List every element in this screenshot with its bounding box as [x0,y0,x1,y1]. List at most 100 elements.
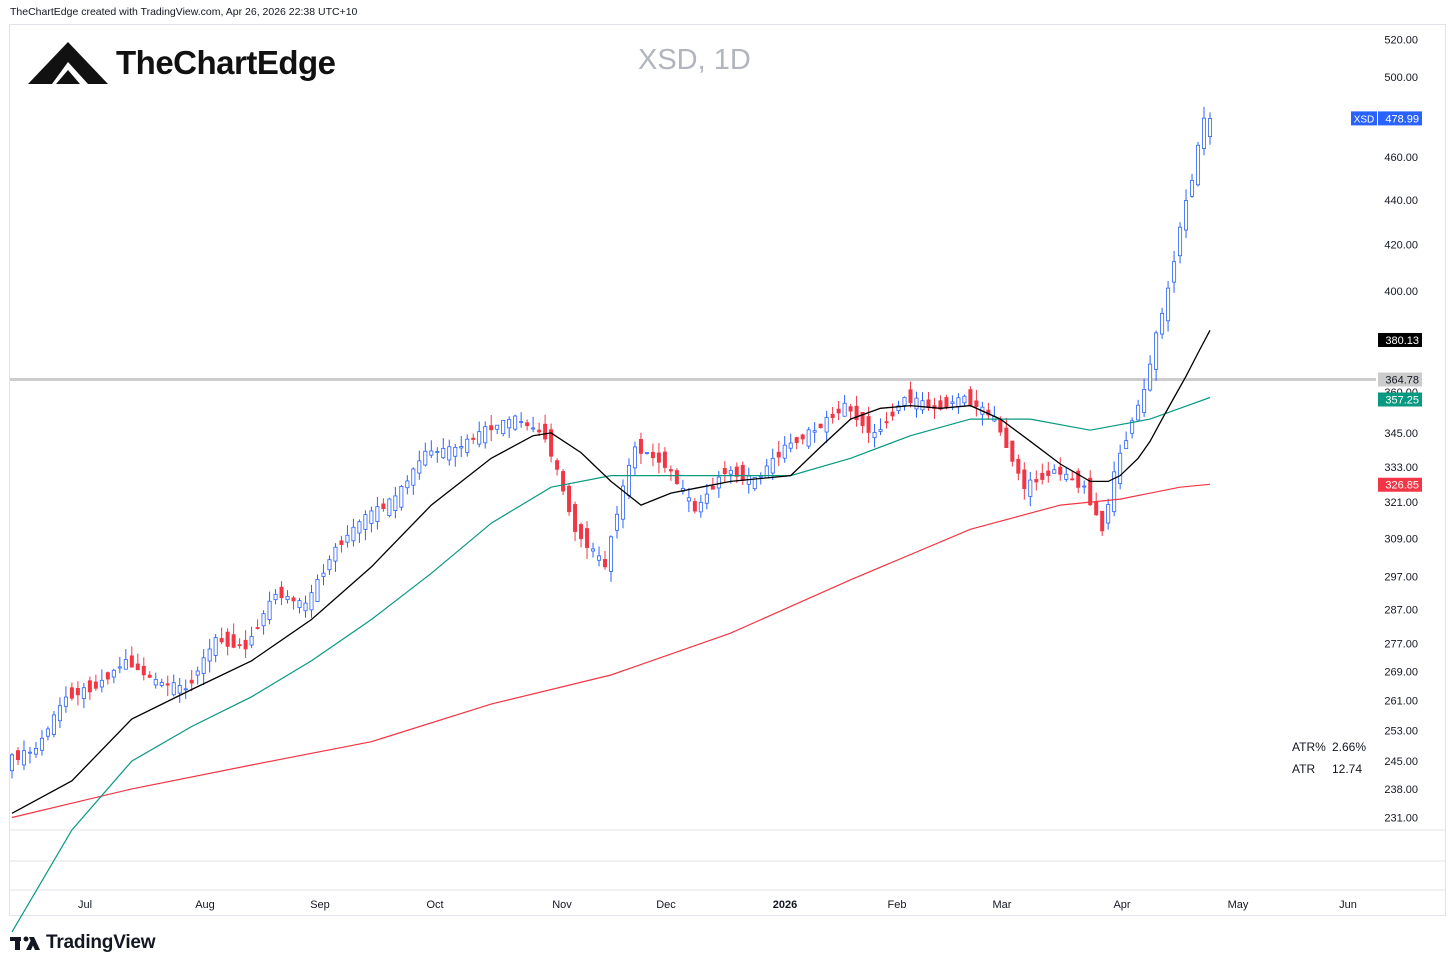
candle-body [75,688,80,696]
candle-body [159,681,164,686]
sma200-line [11,483,1211,819]
candle-body [1154,332,1159,370]
y-tick-label: 238.00 [1384,784,1418,796]
candle-body [87,680,92,693]
candle-body [477,431,482,445]
candle-body [15,750,20,761]
candle-body [165,683,170,686]
x-tick-label: Jul [78,899,92,911]
candle-body [489,425,494,431]
y-tick-label: 321.00 [1384,497,1418,509]
candle-body [291,597,296,602]
price-label-bg [1378,477,1422,492]
atr-pct-label: ATR% [1292,740,1326,754]
candle-body [1046,470,1051,476]
candle-body [63,696,68,707]
candle-body [381,503,386,510]
y-tick-label: 345.00 [1384,428,1418,440]
candle-body [734,466,739,477]
candle-body [219,638,224,643]
candle-body [39,737,44,751]
candle-body [57,705,62,722]
candle-body [1178,226,1183,257]
candle-body [1010,440,1015,462]
candle-body [351,526,356,542]
candle-body [836,408,841,414]
candle-body [938,400,943,410]
price-label-value: 380.13 [1385,335,1419,347]
y-tick-label: 333.00 [1384,462,1418,474]
candle-body [189,679,194,684]
candle-body [453,446,458,457]
candle-body [171,682,176,696]
x-tick-label: Sep [310,899,330,911]
candle-body [393,495,398,511]
candle-body [974,400,979,407]
candle-body [129,655,134,668]
candle-body [213,637,218,656]
price-label-bg [1378,372,1422,387]
candle-body [111,669,116,678]
candle-body [123,659,128,670]
candle-body [1142,389,1147,413]
candle-body [824,417,829,433]
candle-body [375,506,380,522]
candle-body [1106,504,1111,524]
price-label-symbol-bg [1351,111,1377,126]
candle-body [1112,471,1117,513]
candle-body [1202,117,1207,149]
candle-body [1124,440,1129,450]
candle-body [543,423,548,440]
y-tick-label: 261.00 [1384,695,1418,707]
x-tick-label: Dec [656,899,676,911]
candle-body [818,423,823,429]
candle-body [597,555,602,561]
candle-body [740,464,745,481]
candle-body [794,437,799,443]
y-tick-label: 287.00 [1384,604,1418,616]
y-tick-label: 269.00 [1384,666,1418,678]
candle-body [261,613,266,627]
candle-body [812,430,817,433]
brand-name: TheChartEdge [116,44,336,81]
candle-body [962,395,967,404]
candle-body [81,687,86,699]
candle-body [183,688,188,691]
y-tick-label: 309.00 [1384,534,1418,546]
price-label-bg [1378,332,1422,347]
candle-body [441,447,446,459]
candle-body [435,451,440,453]
candle-body [579,524,584,540]
candle-body [620,485,625,520]
candle-body [788,442,793,449]
y-tick-label: 277.00 [1384,638,1418,650]
x-tick-label: May [1228,899,1249,911]
price-label-value: 364.78 [1385,374,1419,386]
candle-body [920,400,925,411]
candle-body [1082,485,1087,488]
candle-body [279,586,284,599]
candle-body [399,485,404,508]
price-label-symbol: XSD [1354,114,1375,125]
candle-body [1208,117,1213,137]
x-tick-label: Nov [552,899,572,911]
candle-body [567,485,572,513]
sma50-line [11,396,1211,933]
atr-label: ATR [1292,762,1316,776]
candle-body [800,434,805,440]
candle-body [1040,472,1045,480]
candle-body [423,450,428,466]
y-tick-label: 460.00 [1384,152,1418,164]
candle-body [1004,427,1009,448]
candle-body [225,631,230,647]
symbol-label: XSD, 1D [638,44,751,76]
x-tick-label: 2026 [773,899,797,911]
candle-body [147,674,152,678]
chart-frame [9,24,1446,916]
candle-body [141,665,146,676]
candle-body [830,413,835,419]
candle-body [321,572,326,577]
atr-value: 12.74 [1332,762,1363,776]
candle-body [303,602,308,612]
